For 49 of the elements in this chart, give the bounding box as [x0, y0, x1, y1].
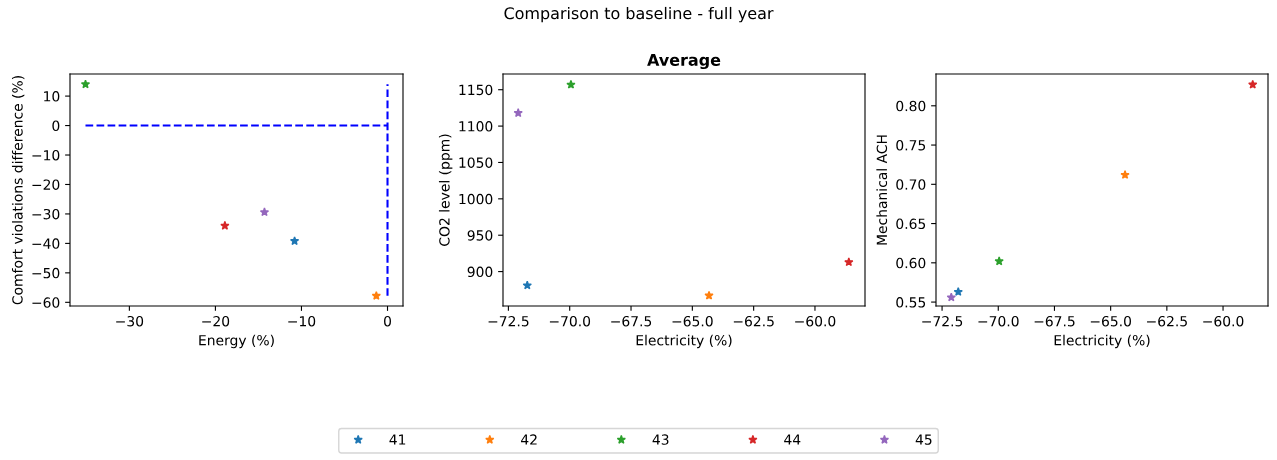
x-tick-label: −65.0: [1090, 315, 1132, 327]
y-tick-label: −50: [32, 267, 60, 279]
chart-title: Average: [647, 54, 721, 70]
y-tick-label: 1050: [459, 157, 493, 168]
x-tick-label: −62.5: [1147, 315, 1187, 327]
y-tick-label: 950: [467, 230, 493, 241]
y-tick-label: 1000: [459, 193, 493, 205]
legend-label: 45: [915, 434, 932, 445]
x-tick-label: −67.5: [611, 315, 652, 327]
x-tick-label: 0: [384, 315, 392, 327]
text: Comparison to baseline - full year: [504, 6, 774, 23]
x-tick-label: −60.0: [1203, 315, 1244, 327]
x-tick-label: −20: [202, 315, 230, 327]
x-tick-label: −72.5: [488, 315, 529, 327]
y-axis-title: Comfort violations difference (%): [11, 76, 25, 305]
x-tick-label: −60.0: [795, 315, 836, 327]
x-tick-label: −62.5: [733, 315, 774, 327]
y-tick-label: 0.70: [896, 179, 926, 190]
y-tick-label: 1100: [459, 121, 493, 132]
y-tick-label: 0.55: [896, 297, 926, 308]
y-tick-label: 1150: [459, 84, 493, 96]
y-tick-label: 0.75: [896, 140, 926, 151]
y-tick-label: 900: [467, 266, 493, 278]
y-axis-title: CO2 level (ppm): [438, 134, 453, 246]
y-tick-label: −20: [32, 179, 60, 190]
legend-label: 41: [389, 434, 406, 445]
x-tick-label: −70.0: [978, 315, 1019, 327]
x-tick-label: −65.0: [672, 315, 713, 327]
y-tick-label: 0: [52, 120, 60, 132]
y-tick-label: 0.80: [896, 100, 926, 112]
x-axis-title: Electricity (%): [636, 334, 732, 349]
y-tick-label: 10: [44, 91, 60, 102]
y-tick-label: −30: [32, 208, 60, 220]
y-tick-label: −60: [32, 297, 60, 308]
y-tick-label: −40: [32, 238, 60, 249]
legend-label: 42: [521, 434, 537, 445]
y-axis-title: Mechanical ACH: [876, 135, 888, 245]
x-tick-label: −67.5: [1034, 315, 1075, 327]
x-axis-title: Electricity (%): [1054, 334, 1150, 349]
x-axis-title: Energy (%): [199, 334, 274, 349]
legend-label: 44: [784, 434, 801, 445]
x-tick-label: −10: [288, 315, 316, 327]
y-tick-label: −10: [32, 149, 60, 161]
y-tick-label: 0.60: [896, 257, 926, 269]
x-tick-label: −30: [116, 315, 144, 327]
x-tick-label: −70.0: [549, 315, 591, 327]
x-tick-label: −72.5: [922, 315, 963, 327]
y-tick-label: 0.65: [896, 218, 926, 230]
legend-label: 43: [652, 434, 669, 445]
